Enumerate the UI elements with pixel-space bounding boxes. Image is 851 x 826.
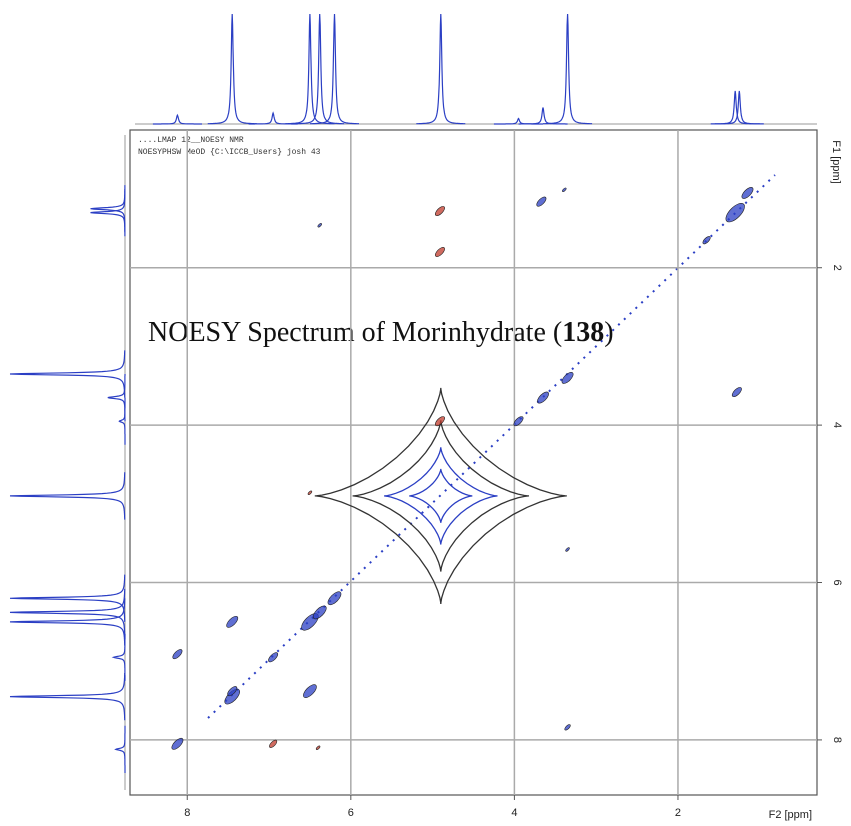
peak — [172, 649, 183, 660]
x-tick-label: 6 — [348, 807, 354, 819]
peak — [227, 686, 238, 697]
peak — [303, 684, 317, 698]
peak — [565, 547, 570, 552]
header-line: NOESYPHSW MeOD {C:\ICCB_Users} josh 43 — [138, 148, 321, 157]
peak — [435, 416, 445, 427]
x-tick-label: 4 — [511, 807, 517, 819]
peak — [725, 202, 745, 223]
projection-peak — [9, 574, 126, 622]
projection-peak — [285, 13, 335, 125]
peak — [435, 206, 445, 217]
projection-peak — [9, 350, 126, 398]
y-tick-label: 4 — [831, 422, 843, 428]
title-part: NOESY Spectrum of Morinhydrate ( — [148, 317, 562, 348]
projection-peak — [9, 472, 126, 520]
peak — [317, 223, 322, 228]
projection-peak — [152, 113, 202, 125]
x-tick-label: 2 — [675, 807, 681, 819]
peak — [327, 591, 342, 606]
peak — [307, 490, 313, 495]
chart-title: NOESY Spectrum of Morinhydrate (138) — [148, 317, 614, 348]
contour-line — [384, 447, 498, 545]
plot-frame — [129, 129, 818, 796]
header-line: ....LMAP 12__NOESY NMR — [138, 136, 244, 145]
projection-peak — [107, 374, 126, 422]
contour-line — [314, 387, 567, 604]
peak — [314, 387, 567, 604]
peak — [702, 236, 711, 245]
x-axis-label: F2 [ppm] — [769, 809, 812, 821]
peak — [513, 416, 524, 427]
peak — [435, 247, 445, 257]
projection-peak — [543, 13, 593, 125]
y-tick-label: 2 — [831, 265, 843, 271]
peak — [564, 724, 571, 731]
projection-peak — [714, 90, 764, 125]
peak — [562, 187, 567, 192]
projection-peak — [309, 13, 359, 125]
y-axis-label: F1 [ppm] — [830, 140, 842, 183]
y-tick-label: 8 — [831, 737, 843, 743]
contour-line — [409, 468, 473, 523]
projection-peak — [114, 725, 126, 773]
peak — [537, 391, 549, 404]
peak — [315, 745, 321, 750]
projection-peak — [90, 185, 126, 233]
peak — [226, 615, 239, 628]
x-tick-label: 8 — [184, 807, 190, 819]
projection-peak — [416, 13, 466, 125]
projection-peak — [518, 107, 568, 125]
peak — [561, 371, 574, 384]
projection-peak — [9, 588, 126, 636]
y-tick-label: 6 — [831, 579, 843, 585]
diagonal — [207, 174, 776, 719]
projection-peak — [295, 13, 345, 125]
peak — [269, 739, 278, 748]
peak — [312, 605, 327, 620]
peak — [731, 387, 742, 398]
peak — [741, 187, 754, 199]
peak — [171, 737, 184, 750]
title-part: ) — [604, 317, 613, 348]
title-part: 138 — [562, 317, 604, 348]
peak — [536, 196, 547, 207]
peak — [268, 652, 279, 663]
projection-peak — [9, 598, 126, 646]
contour-line — [352, 420, 530, 572]
